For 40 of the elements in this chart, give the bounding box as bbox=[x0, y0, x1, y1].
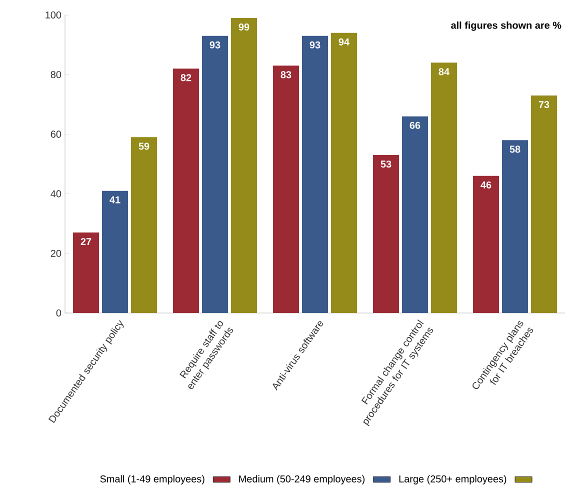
bar bbox=[402, 116, 428, 313]
bar bbox=[373, 155, 399, 313]
bar bbox=[131, 137, 157, 313]
data-label: 59 bbox=[138, 142, 150, 150]
bar bbox=[302, 36, 328, 313]
bar bbox=[531, 95, 558, 313]
bar bbox=[231, 18, 257, 313]
data-label: 82 bbox=[180, 74, 192, 82]
y-tick-label: 60 bbox=[50, 130, 62, 138]
data-label: 94 bbox=[338, 38, 350, 46]
bar bbox=[431, 62, 458, 313]
bar bbox=[273, 66, 299, 313]
y-tick-label: 80 bbox=[50, 71, 62, 78]
bar bbox=[102, 190, 128, 313]
annotation: all figures shown are % bbox=[451, 21, 562, 31]
bar bbox=[331, 32, 357, 313]
bar bbox=[73, 232, 99, 313]
data-label: 46 bbox=[480, 181, 492, 188]
data-label: 99 bbox=[238, 24, 250, 31]
data-label: 66 bbox=[410, 122, 420, 129]
data-label: 27 bbox=[80, 238, 92, 246]
data-label: 84 bbox=[438, 68, 450, 76]
y-tick-label: 20 bbox=[50, 250, 62, 257]
y-tick-label: 100 bbox=[46, 11, 62, 19]
bar bbox=[202, 36, 228, 313]
bar bbox=[502, 140, 528, 313]
y-tick-label: 0 bbox=[56, 309, 62, 317]
bar bbox=[473, 176, 499, 313]
data-label: 41 bbox=[110, 196, 120, 204]
legend-label: Large (250+ employees) bbox=[399, 475, 506, 484]
data-label: 58 bbox=[510, 146, 520, 153]
data-label: 83 bbox=[280, 71, 292, 78]
legend-label: Medium (50-249 employees) bbox=[239, 475, 365, 484]
data-label: 53 bbox=[380, 160, 392, 168]
legend-label: Small (1-49 employees) bbox=[100, 475, 204, 484]
bar bbox=[173, 68, 199, 313]
data-label: 93 bbox=[310, 41, 320, 48]
data-label: 73 bbox=[538, 100, 550, 108]
data-label: 93 bbox=[210, 41, 220, 48]
y-tick-label: 40 bbox=[50, 190, 62, 198]
